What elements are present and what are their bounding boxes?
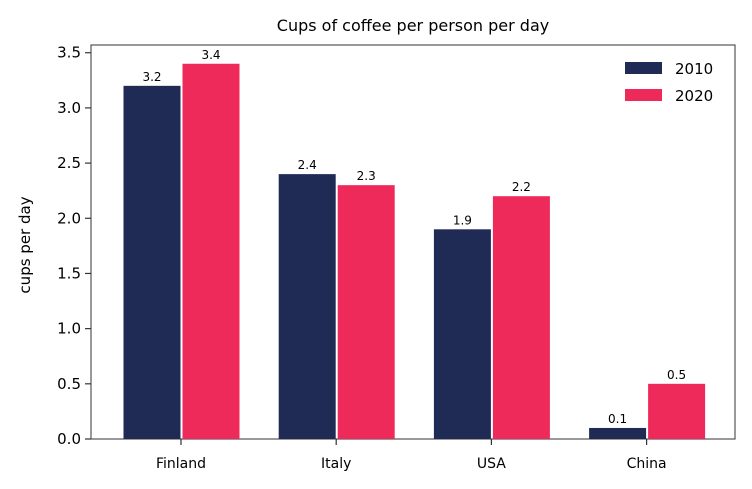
x-tick-label-italy: Italy (321, 456, 351, 472)
bar-usa-2020 (492, 196, 550, 439)
chart-title: Cups of coffee per person per day (277, 16, 549, 35)
data-label-usa-2020: 2.2 (512, 180, 531, 194)
x-tick-label-china: China (627, 456, 667, 472)
bar-china-2020 (648, 383, 706, 439)
bar-usa-2010 (433, 229, 491, 439)
y-tick-label: 2.0 (57, 209, 81, 227)
x-tick-label-usa: USA (477, 456, 506, 472)
x-tick-label-finland: Finland (156, 456, 206, 472)
y-tick-label: 3.0 (57, 99, 81, 117)
plot-area: 0.0 0.5 1.0 1.5 2.0 2.5 3.0 3.5 Finland 3.2 3.4 Ita… (57, 44, 736, 472)
data-label-italy-2020: 2.3 (357, 169, 376, 183)
data-label-finland-2020: 3.4 (201, 48, 220, 62)
y-axis-title: cups per day (16, 196, 34, 293)
legend-label-2020: 2020 (675, 87, 713, 105)
bar-china-2010 (589, 427, 647, 439)
y-tick-label: 0.0 (57, 430, 81, 448)
data-label-italy-2010: 2.4 (298, 158, 317, 172)
bar-finland-2010 (123, 85, 181, 440)
legend-label-2010: 2010 (675, 60, 713, 78)
bar-italy-2010 (278, 174, 336, 440)
data-label-usa-2010: 1.9 (453, 213, 472, 227)
data-label-china-2020: 0.5 (667, 368, 686, 382)
y-tick-label: 0.5 (57, 375, 81, 393)
bar-italy-2020 (337, 185, 395, 439)
y-tick-label: 2.5 (57, 154, 81, 172)
legend: 2010 2020 (625, 60, 713, 105)
y-tick-label: 3.5 (57, 44, 81, 62)
y-tick-label: 1.0 (57, 320, 81, 338)
plot-frame (90, 44, 736, 440)
data-label-china-2010: 0.1 (608, 412, 627, 426)
legend-swatch-2010 (625, 62, 662, 74)
y-tick-label: 1.5 (57, 264, 81, 282)
bar-finland-2020 (182, 63, 240, 440)
legend-swatch-2020 (625, 89, 662, 101)
data-label-finland-2010: 3.2 (142, 70, 161, 84)
